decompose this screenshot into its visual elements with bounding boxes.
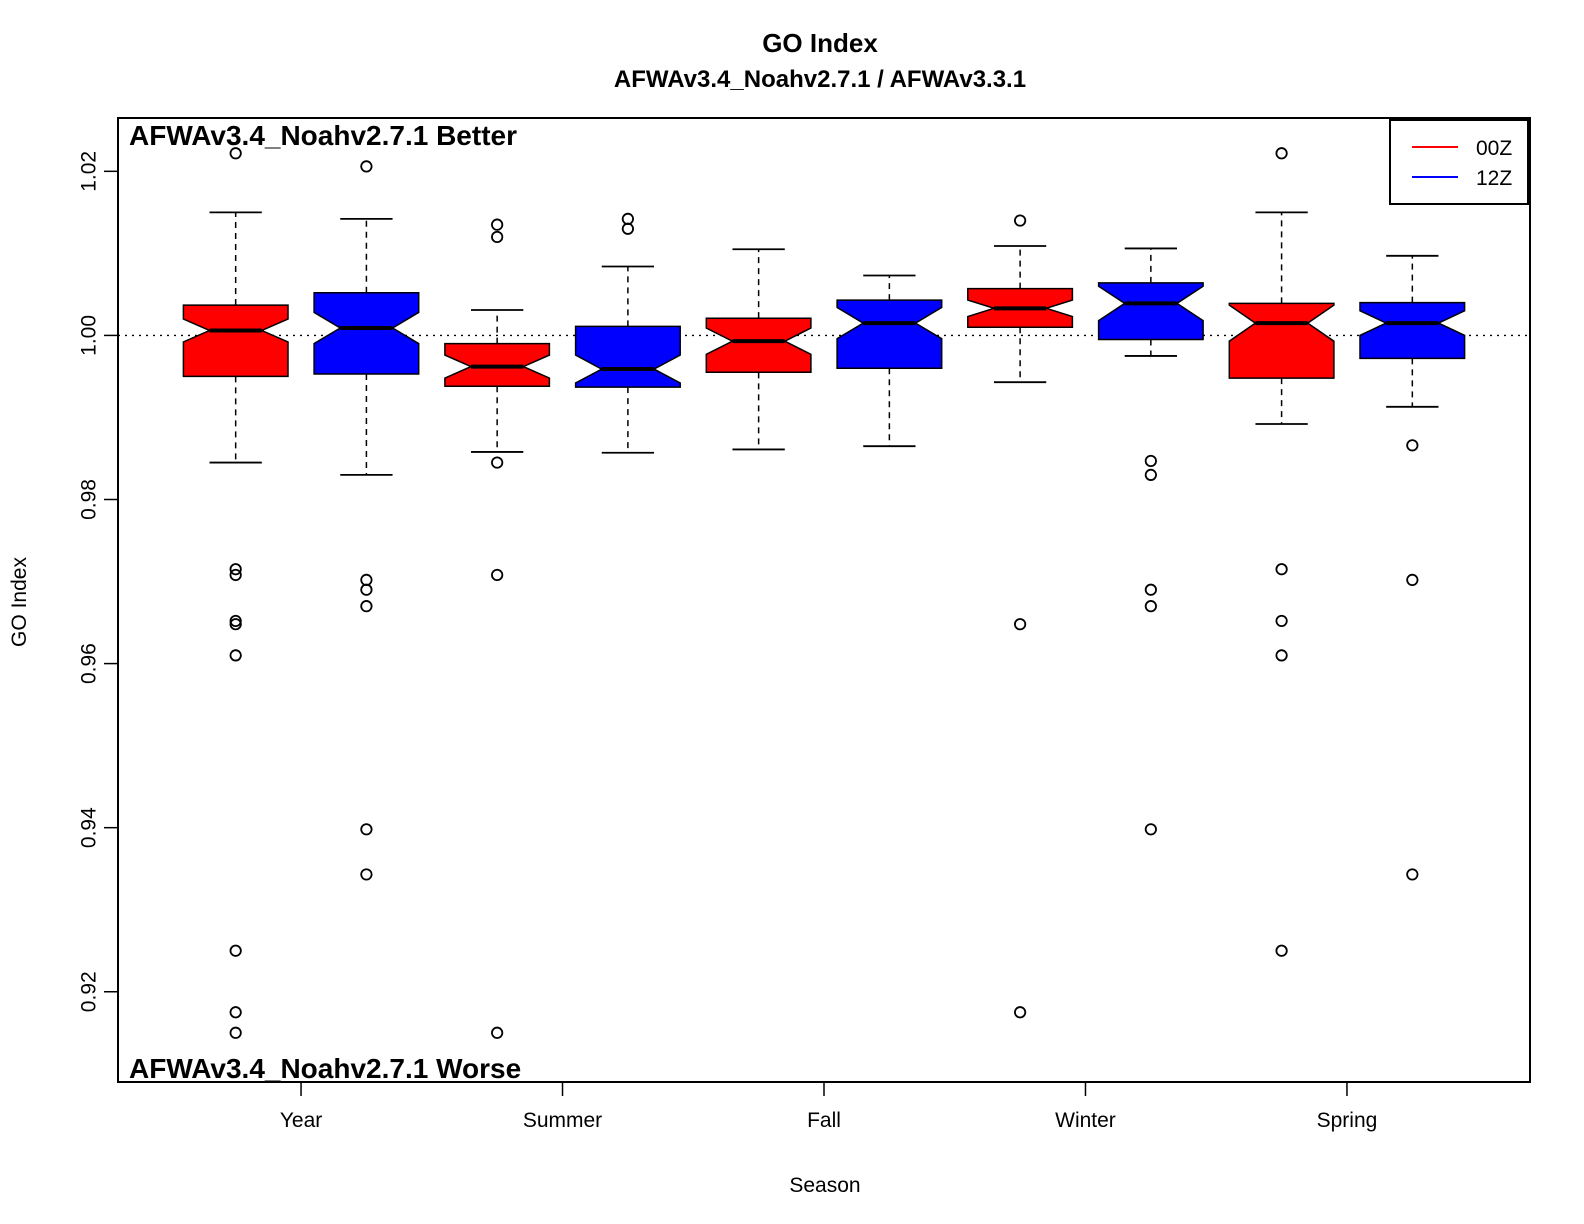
- x-axis-label: Season: [789, 1174, 860, 1197]
- y-tick-label: 0.92: [77, 971, 100, 1012]
- outlier-point: [1275, 614, 1288, 628]
- x-tick-label: Winter: [1055, 1109, 1116, 1132]
- chart-title: GO Index: [762, 28, 878, 58]
- outlier-point: [229, 563, 242, 576]
- outlier-point: [1144, 600, 1157, 613]
- outlier-point: [229, 1006, 242, 1019]
- outlier-point: [229, 649, 242, 662]
- y-tick-label: 0.98: [77, 479, 100, 520]
- outlier-point: [1144, 823, 1157, 836]
- outlier-point: [360, 600, 373, 613]
- outlier-point: [229, 1026, 242, 1039]
- x-tick-label: Year: [280, 1109, 322, 1132]
- outlier-point: [1144, 583, 1157, 596]
- box-body: [1228, 302, 1335, 379]
- outlier-point: [360, 160, 373, 173]
- box-winter-00z: [967, 214, 1074, 1019]
- box-year-00z: [182, 147, 289, 1039]
- y-tick-label: 1.00: [77, 315, 100, 356]
- outlier-point: [621, 212, 634, 226]
- box-body: [313, 292, 420, 375]
- worse-annotation: AFWAv3.4_Noahv2.7.1 Worse: [129, 1053, 521, 1084]
- y-tick-label: 0.96: [77, 643, 100, 684]
- outlier-point: [491, 1026, 504, 1039]
- box-summer-00z: [444, 218, 551, 1039]
- outlier-point: [229, 568, 242, 582]
- outlier-point: [360, 823, 373, 836]
- outlier-point: [229, 944, 242, 957]
- box-body: [705, 317, 812, 374]
- box-body: [1359, 301, 1466, 360]
- box-spring-12z: [1359, 160, 1466, 881]
- plot-frame: [117, 117, 1531, 1083]
- outlier-point: [360, 583, 373, 596]
- legend-box: [1389, 119, 1529, 205]
- box-body: [182, 304, 289, 378]
- outlier-point: [621, 222, 634, 235]
- outlier-point: [1144, 468, 1157, 481]
- outlier-point: [1406, 439, 1419, 452]
- box-summer-12z: [574, 212, 681, 454]
- chart-subtitle: AFWAv3.4_Noahv2.7.1 / AFWAv3.3.1: [614, 66, 1026, 93]
- box-year-12z: [313, 160, 420, 881]
- box-fall-12z: [836, 274, 943, 448]
- outlier-point: [1014, 214, 1027, 227]
- x-tick-label: Summer: [523, 1109, 602, 1132]
- x-tick-label: Spring: [1317, 1109, 1378, 1132]
- box-winter-12z: [1097, 247, 1204, 836]
- box-body: [836, 299, 943, 369]
- outlier-point: [229, 147, 242, 160]
- plot-area: [118, 147, 1530, 1039]
- outlier-point: [229, 614, 242, 628]
- better-annotation: AFWAv3.4_Noahv2.7.1 Better: [129, 120, 517, 151]
- y-axis-label: GO Index: [8, 557, 31, 647]
- outlier-point: [360, 573, 373, 586]
- outlier-point: [491, 456, 504, 469]
- outlier-point: [1014, 1006, 1027, 1019]
- outlier-point: [229, 618, 242, 631]
- outlier-point: [1144, 454, 1157, 468]
- box-spring-00z: [1228, 147, 1335, 957]
- outlier-point: [491, 230, 504, 244]
- outlier-point: [1275, 944, 1288, 957]
- box-body: [1097, 282, 1204, 341]
- outlier-point: [1275, 649, 1288, 662]
- legend-label-00z: 00Z: [1476, 137, 1512, 160]
- legend-label-12z: 12Z: [1476, 167, 1512, 190]
- outlier-point: [1275, 147, 1288, 160]
- outlier-point: [1406, 573, 1419, 586]
- outlier-point: [1014, 618, 1027, 631]
- y-tick-label: 0.94: [77, 807, 100, 848]
- x-tick-label: Fall: [807, 1109, 841, 1132]
- outlier-point: [360, 868, 373, 881]
- outlier-point: [1406, 868, 1419, 881]
- legend: 00Z 12Z: [1389, 119, 1529, 205]
- box-fall-00z: [705, 248, 812, 451]
- outlier-point: [1275, 563, 1288, 576]
- outlier-point: [491, 218, 504, 231]
- outlier-point: [491, 568, 504, 582]
- box-body: [574, 325, 681, 388]
- y-tick-label: 1.02: [77, 151, 100, 192]
